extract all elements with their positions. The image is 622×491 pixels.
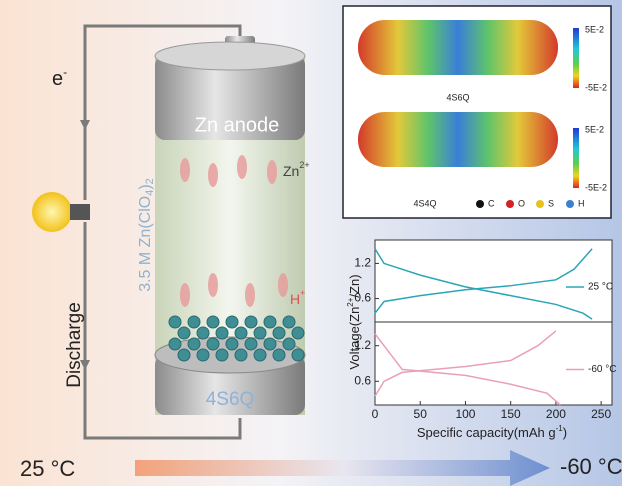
atom-label: S <box>548 198 554 208</box>
atom <box>215 348 229 362</box>
atom <box>291 326 305 340</box>
atom <box>206 315 220 329</box>
x-tick-label: 150 <box>501 407 521 421</box>
x-axis-label: Specific capacity(mAh g-1) <box>417 424 567 440</box>
x-tick-label: 0 <box>372 407 379 421</box>
curve <box>374 248 593 320</box>
curve <box>374 333 561 406</box>
temperature-arrow <box>135 450 550 486</box>
atom <box>196 326 210 340</box>
zn-ion-label: Zn2+ <box>283 160 310 178</box>
x-tick-label: 250 <box>591 407 611 421</box>
atom <box>206 337 220 351</box>
atom <box>263 315 277 329</box>
atom <box>168 315 182 329</box>
ions <box>180 155 288 307</box>
legend-label: 25 °C <box>588 282 613 293</box>
cathode-label: 4S6Q <box>206 389 255 410</box>
esp-map <box>358 20 558 75</box>
bulb <box>32 192 72 232</box>
scale-max: 5E-2 <box>585 24 604 34</box>
atom <box>177 348 191 362</box>
atom <box>225 315 239 329</box>
electron-label: e- <box>52 65 67 90</box>
x-tick-label: 100 <box>455 407 475 421</box>
scale-min: -5E-2 <box>585 182 607 192</box>
atom <box>187 337 201 351</box>
atom <box>168 337 182 351</box>
x-tick-label: 50 <box>414 407 428 421</box>
atom <box>263 337 277 351</box>
anode-label: Zn anode <box>195 114 280 136</box>
x-tick-label: 200 <box>546 407 566 421</box>
atom <box>225 337 239 351</box>
discharge-label: Discharge <box>64 302 85 388</box>
atom <box>272 326 286 340</box>
scale-min: -5E-2 <box>585 82 607 92</box>
y-tick-label: 1.2 <box>354 256 371 270</box>
scale-max: 5E-2 <box>585 124 604 134</box>
atom-legend: C O S H <box>476 198 585 208</box>
molecule-layer <box>168 315 305 362</box>
atom <box>291 348 305 362</box>
atom <box>234 348 248 362</box>
atom <box>282 315 296 329</box>
chart: Voltage(Zn2+/Zn) Specific capacity(mAh g… <box>346 239 616 440</box>
atom <box>177 326 191 340</box>
arrow-head <box>80 120 90 130</box>
curve <box>374 330 557 397</box>
molecule-label: 4S6Q <box>446 92 469 102</box>
bulb-base <box>70 204 90 220</box>
atom <box>187 315 201 329</box>
electrolyte-label: 3.5 M Zn(ClO4)2 <box>137 178 156 292</box>
proton-label: H+ <box>290 288 305 306</box>
temp-start: 25 °C <box>20 456 75 481</box>
esp-map <box>358 112 558 167</box>
wire <box>83 222 242 440</box>
y-tick-label: 0.6 <box>354 291 371 305</box>
color-scale <box>573 28 579 88</box>
wire <box>83 24 242 200</box>
legend-label: -60 °C <box>588 364 616 375</box>
atom <box>253 348 267 362</box>
y-tick-label: 0.6 <box>354 373 371 387</box>
atom <box>196 348 210 362</box>
atom <box>244 315 258 329</box>
anode-top <box>154 41 306 71</box>
atom <box>253 326 267 340</box>
molecule-label: 4S4Q <box>413 198 436 208</box>
atom <box>282 337 296 351</box>
atom <box>234 326 248 340</box>
curve <box>374 248 593 314</box>
atom-label: O <box>518 198 525 208</box>
atom <box>272 348 286 362</box>
temp-end: -60 °C <box>560 454 622 479</box>
atom-label: H <box>578 198 585 208</box>
atom-label: C <box>488 198 495 208</box>
arrow-head <box>80 360 90 370</box>
color-scale <box>573 128 579 188</box>
atom <box>215 326 229 340</box>
y-tick-label: 1.2 <box>354 338 371 352</box>
y-axis-label: Voltage(Zn2+/Zn) <box>346 274 362 369</box>
atom <box>244 337 258 351</box>
anode <box>155 55 305 140</box>
